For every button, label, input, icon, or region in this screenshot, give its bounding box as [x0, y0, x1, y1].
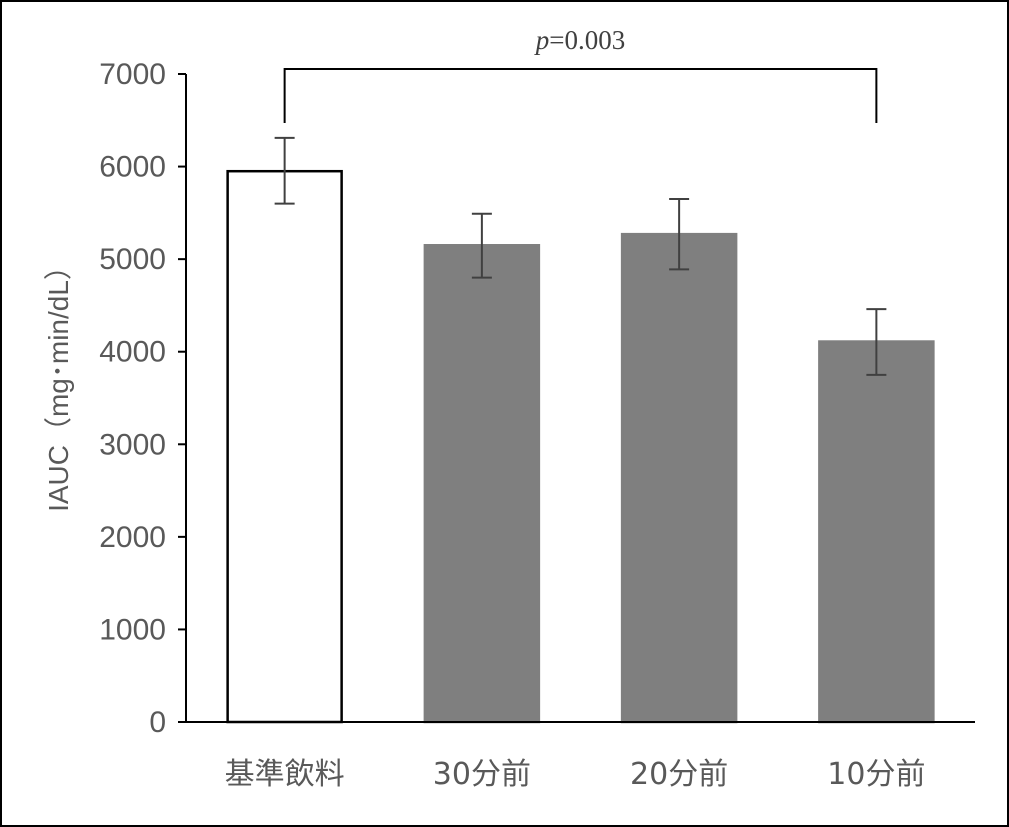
- significance-bracket: [283, 68, 878, 123]
- x-category-label-1: 基準飲料: [225, 757, 345, 792]
- y-tick-label-3000: 3000: [99, 428, 166, 461]
- x-category-label-4: 10分前: [827, 757, 925, 792]
- y-tick-label-6000: 6000: [99, 151, 166, 184]
- bars-layer: [226, 169, 935, 724]
- x-category-label-3: 20分前: [630, 757, 728, 792]
- bar-4: [818, 340, 935, 724]
- y-tick-label-1000: 1000: [99, 613, 166, 646]
- p-value-symbol: p: [534, 25, 550, 55]
- y-axis-title: IAUC（mg･min/dL）: [43, 252, 74, 512]
- error-bars-layer: [274, 136, 887, 376]
- x-category-label-2: 30分前: [433, 757, 531, 792]
- y-tick-label-0: 0: [149, 706, 166, 739]
- axes-layer: [178, 73, 975, 723]
- y-tick-label-2000: 2000: [99, 521, 166, 554]
- p-value-number: =0.003: [549, 25, 625, 55]
- bar-3: [620, 232, 738, 724]
- y-tick-label-5000: 5000: [99, 243, 166, 276]
- labels-layer: 0 1000 2000 3000 4000 5000 6000 7000 基準飲料 30分前 20分…: [43, 58, 925, 792]
- bar-2: [423, 244, 541, 724]
- p-value-label: p=0.003: [534, 25, 625, 55]
- significance-annotation: p=0.003: [283, 25, 878, 123]
- bar-1: [226, 169, 343, 724]
- y-tick-label-7000: 7000: [99, 58, 166, 91]
- y-tick-label-4000: 4000: [99, 336, 166, 369]
